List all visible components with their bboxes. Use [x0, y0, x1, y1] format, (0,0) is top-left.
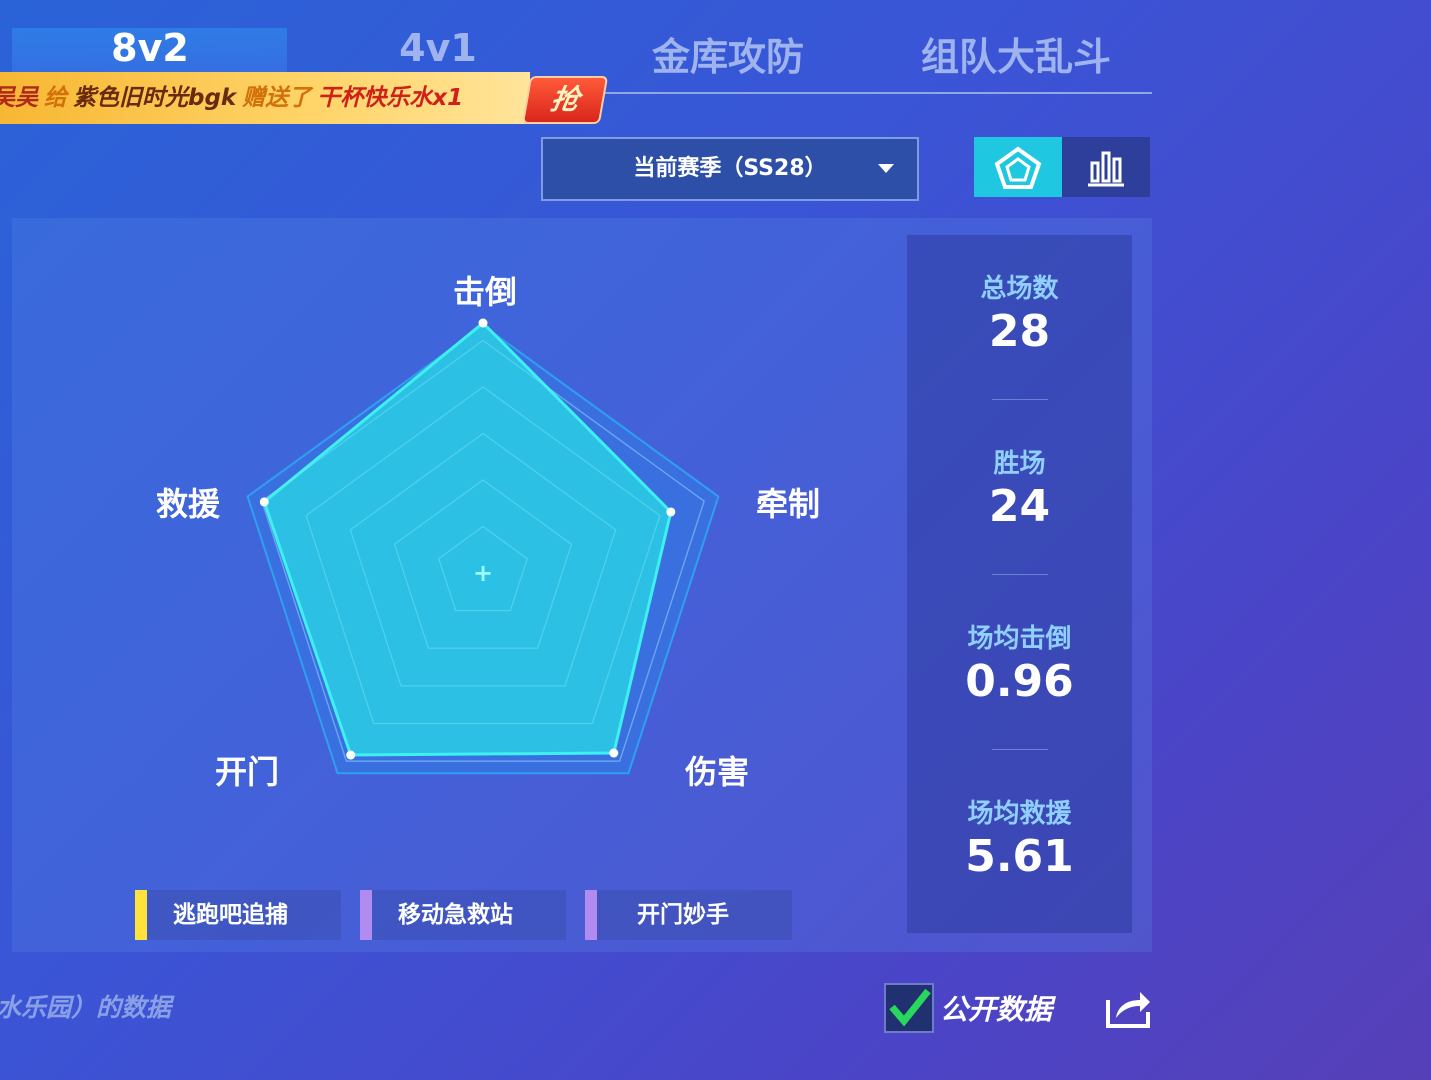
radar-ring	[438, 525, 528, 612]
radar-point	[666, 507, 676, 517]
radar-axis-label: 救援	[156, 485, 221, 523]
radar-axis-label: 伤害	[684, 753, 749, 791]
separator	[992, 399, 1048, 400]
stat-label: 场均击倒	[967, 624, 1072, 654]
radar-point	[346, 750, 356, 760]
public-checkbox[interactable]	[884, 983, 934, 1033]
separator	[992, 574, 1048, 575]
bar-view-toggle[interactable]	[1062, 137, 1150, 197]
receiver: 紫色旧时光bgk	[73, 85, 237, 111]
radar-ring	[349, 432, 617, 687]
stat-label: 胜场	[993, 449, 1046, 479]
tag: 开门妙手	[597, 890, 792, 940]
radar-axis-label: 击倒	[453, 273, 517, 311]
stat-label: 场均救援	[967, 799, 1072, 829]
radar-point	[259, 497, 269, 507]
tab[interactable]: 4v1	[399, 26, 477, 70]
stat-label: 总场数	[980, 274, 1059, 304]
stat-value: 0.96	[965, 656, 1074, 707]
radar-area	[262, 320, 673, 757]
tab-highlight	[12, 28, 287, 74]
public-label: 公开数据	[940, 993, 1053, 1026]
radar-axis-label: 开门	[215, 753, 279, 791]
check-icon	[889, 988, 931, 1027]
tab[interactable]: 组队大乱斗	[920, 35, 1111, 79]
gift: 干杯快乐水x1	[317, 85, 464, 111]
radar-view-toggle[interactable]	[974, 137, 1062, 197]
radar-ring	[305, 386, 661, 725]
radar-icon	[994, 146, 1042, 189]
bar-icon	[1088, 151, 1124, 187]
verb: 赠送了	[242, 85, 312, 111]
summary-panel	[907, 235, 1132, 933]
radar-ring	[261, 339, 705, 762]
tag-bar	[135, 890, 147, 940]
share-button[interactable]	[1104, 986, 1152, 1030]
tab[interactable]: 8v2	[111, 26, 189, 70]
tag: 逃跑吧追捕	[147, 890, 341, 940]
season-dropdown[interactable]: 当前赛季（SS28）	[541, 137, 919, 201]
tag-bar	[360, 890, 372, 940]
dropdown-caret	[878, 164, 894, 173]
radar-point	[609, 748, 619, 758]
tag: 移动急救站	[372, 890, 566, 940]
radar-ring	[393, 479, 573, 649]
radar-axis-label: 牵制	[756, 485, 820, 523]
radar-point	[478, 318, 488, 328]
radar-center: +	[473, 559, 493, 587]
stat-value: 28	[988, 306, 1051, 357]
footer-note: 水乐园）的数据	[0, 993, 172, 1022]
sender: 吴吴	[0, 85, 38, 111]
tab[interactable]: 金库攻防	[651, 35, 804, 79]
tab-underline	[600, 92, 1152, 94]
separator	[992, 749, 1048, 750]
tag-bar	[585, 890, 597, 940]
gift-banner: 吴吴给紫色旧时光bgk赠送了干杯快乐水x1	[0, 72, 530, 124]
stat-value: 24	[988, 481, 1051, 532]
verb: 给	[44, 85, 67, 111]
stat-value: 5.61	[965, 831, 1074, 882]
